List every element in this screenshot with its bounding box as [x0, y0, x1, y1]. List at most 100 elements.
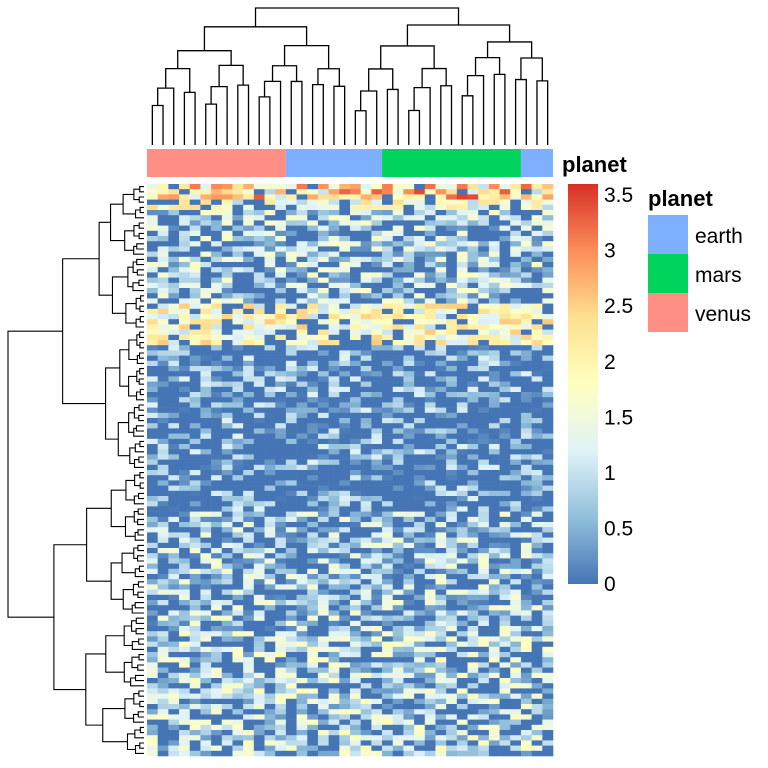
heatmap-cell	[435, 267, 447, 273]
heatmap-cell	[168, 267, 180, 273]
heatmap-cell	[221, 438, 233, 445]
heatmap-cell	[520, 678, 532, 684]
heatmap-cell	[499, 594, 511, 601]
heatmap-cell	[307, 480, 319, 486]
heatmap-cell	[424, 319, 436, 325]
heatmap-cell	[243, 225, 255, 232]
heatmap-cell	[307, 251, 319, 258]
heatmap-cell	[339, 589, 351, 596]
heatmap-cell	[392, 288, 404, 294]
heatmap-cell	[424, 350, 436, 356]
heatmap-cell	[403, 371, 415, 377]
heatmap-cell	[424, 714, 436, 720]
heatmap-cell	[392, 454, 404, 460]
heatmap-cell	[221, 714, 233, 720]
heatmap-cell	[264, 267, 276, 273]
heatmap-cell	[392, 438, 404, 445]
heatmap-cell	[414, 683, 426, 689]
heatmap-cell	[488, 334, 500, 341]
heatmap-cell	[157, 277, 169, 284]
heatmap-cell	[339, 184, 351, 190]
heatmap-cell	[435, 745, 447, 752]
heatmap-cell	[317, 626, 329, 632]
heatmap-cell	[382, 719, 394, 726]
heatmap-cell	[424, 563, 436, 570]
heatmap-cell	[189, 246, 201, 252]
heatmap-cell	[168, 589, 180, 596]
heatmap-cell	[403, 345, 415, 351]
heatmap-cell	[488, 438, 500, 445]
heatmap-cell	[253, 740, 265, 746]
heatmap-cell	[531, 501, 543, 507]
heatmap-cell	[520, 667, 532, 674]
heatmap-cell	[371, 262, 383, 268]
heatmap-cell	[414, 652, 426, 658]
heatmap-cell	[360, 210, 372, 216]
heatmap-cell	[296, 428, 308, 434]
heatmap-cell	[179, 433, 191, 440]
heatmap-cell	[520, 345, 532, 351]
colorbar-tick-label: 2	[604, 351, 616, 374]
heatmap-cell	[157, 485, 169, 492]
heatmap-cell	[307, 584, 319, 590]
heatmap-cell	[307, 496, 319, 502]
heatmap-cell	[424, 204, 436, 211]
heatmap-cell	[360, 662, 372, 668]
heatmap-cell	[392, 277, 404, 284]
heatmap-cell	[253, 646, 265, 653]
heatmap-cell	[542, 490, 554, 497]
heatmap-cell	[296, 662, 308, 668]
heatmap-cell	[403, 329, 415, 336]
heatmap-cell	[275, 683, 287, 689]
heatmap-cell	[157, 615, 169, 622]
heatmap-cell	[157, 532, 169, 538]
heatmap-cell	[467, 298, 479, 304]
heatmap-cell	[264, 225, 276, 232]
heatmap-cell	[307, 688, 319, 694]
heatmap-cell	[392, 308, 404, 315]
heatmap-cell	[467, 470, 479, 476]
heatmap-cell	[339, 745, 351, 752]
heatmap-cell	[307, 308, 319, 315]
heatmap-cell	[232, 314, 244, 320]
heatmap-cell	[520, 220, 532, 226]
heatmap-cell	[232, 438, 244, 445]
heatmap-cell	[253, 407, 265, 414]
heatmap-cell	[179, 563, 191, 570]
heatmap-cell	[424, 667, 436, 674]
heatmap-cell	[467, 329, 479, 336]
heatmap-cell	[157, 657, 169, 663]
heatmap-cell	[424, 501, 436, 507]
heatmap-cell	[414, 704, 426, 710]
heatmap-cell	[371, 600, 383, 606]
heatmap-cell	[467, 542, 479, 549]
heatmap-cell	[264, 355, 276, 362]
heatmap-cell	[510, 402, 522, 408]
heatmap-cell	[253, 506, 265, 512]
heatmap-cell	[499, 730, 511, 736]
heatmap-cell	[317, 631, 329, 637]
heatmap-cell	[371, 423, 383, 429]
heatmap-cell	[350, 220, 361, 226]
heatmap-cell	[339, 740, 351, 746]
heatmap-cell	[382, 438, 394, 445]
heatmap-cell	[435, 600, 447, 606]
heatmap-cell	[531, 490, 543, 497]
heatmap-cell	[531, 428, 543, 434]
heatmap-cell	[350, 470, 361, 476]
heatmap-cell	[179, 730, 191, 736]
heatmap-cell	[435, 376, 447, 382]
heatmap-cell	[328, 418, 340, 424]
heatmap-cell	[307, 256, 319, 263]
heatmap-cell	[296, 688, 308, 694]
heatmap-cell	[520, 480, 532, 486]
heatmap-cell	[542, 615, 554, 622]
heatmap-cell	[339, 267, 351, 273]
heatmap-cell	[339, 293, 351, 299]
heatmap-cell	[488, 558, 500, 564]
heatmap-cell	[531, 631, 543, 637]
heatmap-cell	[275, 225, 287, 232]
heatmap-cell	[328, 282, 340, 289]
heatmap-cell	[253, 714, 265, 720]
heatmap-cell	[531, 553, 543, 559]
